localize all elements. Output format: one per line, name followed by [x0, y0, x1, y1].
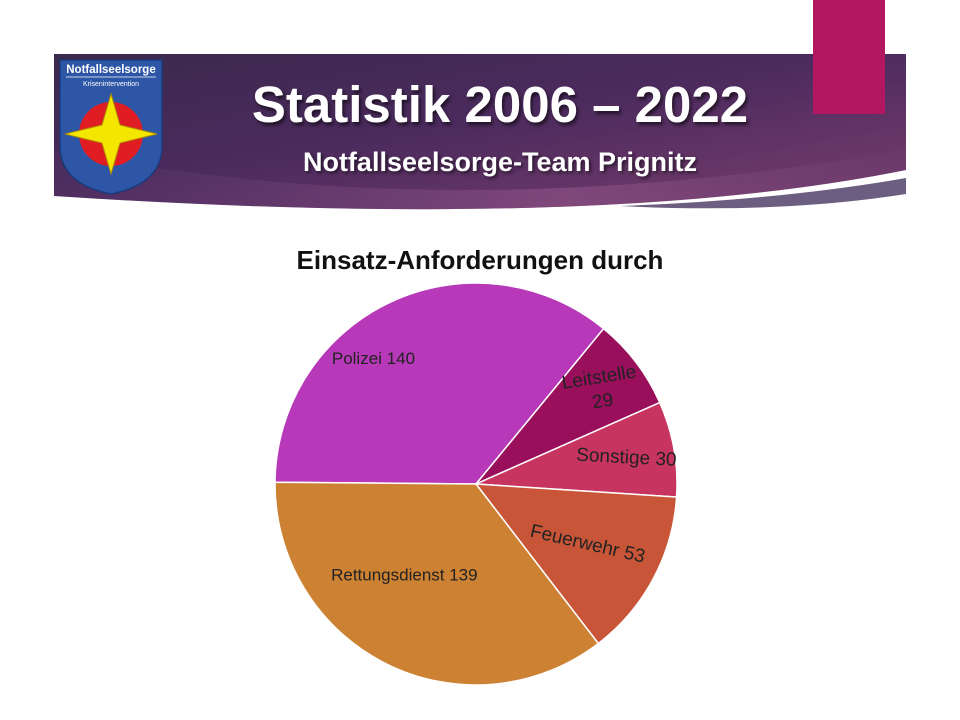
accent-bar — [813, 0, 885, 114]
pie-slice-rettungsdienst — [274, 481, 600, 686]
pie-slice-polizei — [274, 282, 605, 485]
data-label-sonstige: Sonstige 30 — [576, 445, 677, 471]
logo-subtext: Krisenintervention — [83, 81, 139, 88]
logo-text: Notfallseelsorge — [66, 64, 155, 76]
page-subtitle: Notfallseelsorge-Team Prignitz — [302, 147, 698, 177]
pie-slice-feuerwehr — [474, 483, 678, 645]
logo: Notfallseelsorge Krisenintervention — [59, 59, 163, 195]
data-label-polizei: Polizei 140 — [332, 349, 415, 368]
pie-slice-sonstige — [475, 401, 678, 498]
page-title: Statistik 2006 – 2022 — [251, 76, 749, 133]
star-emblem-icon — [64, 92, 158, 176]
header-banner — [54, 54, 906, 210]
chart-title: Einsatz-Anforderungen durch — [296, 245, 664, 275]
data-label-rettungsdienst: Rettungsdienst 139 — [331, 566, 478, 585]
